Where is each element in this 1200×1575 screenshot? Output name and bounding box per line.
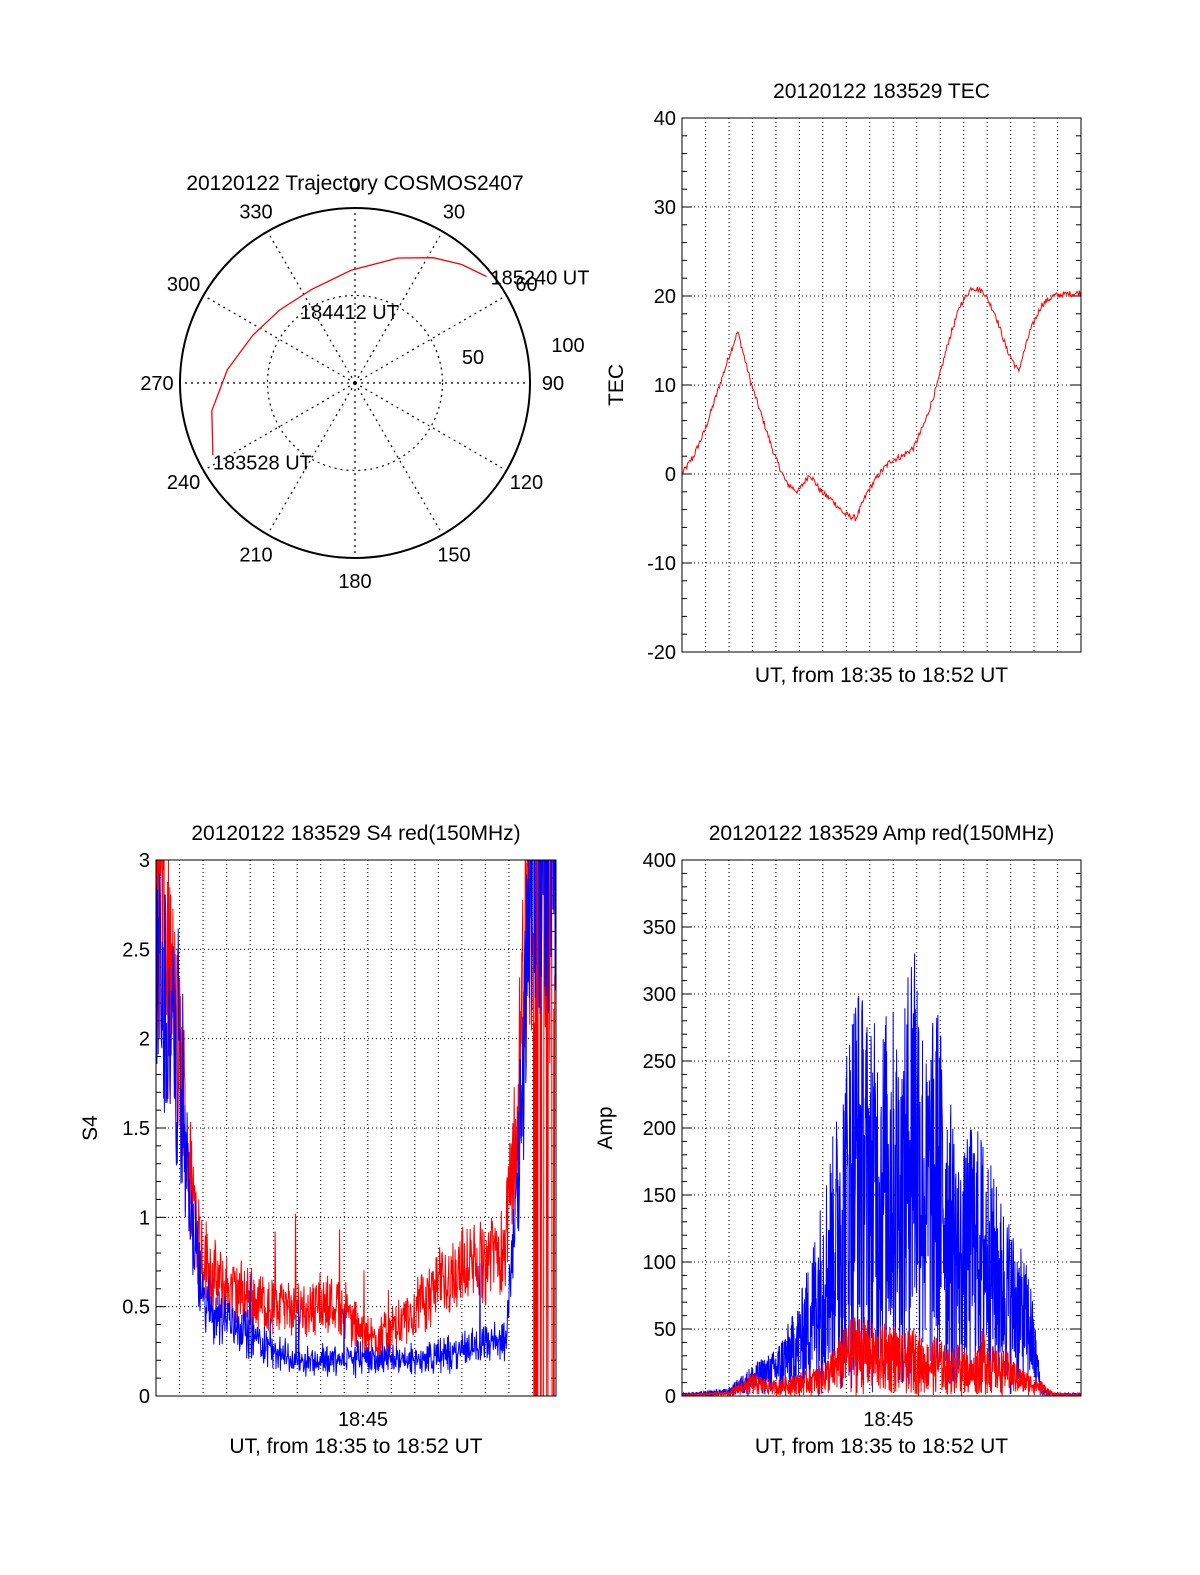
y-tick-label: 0 [665,464,676,486]
azimuth-label: 60 [515,274,537,296]
y-axis-label: Amp [594,1106,617,1149]
polar-spoke [266,231,356,384]
annotation-end-time: 185240 UT [490,268,589,290]
y-tick-label: -20 [647,642,676,664]
azimuth-label: 120 [510,472,543,494]
series-line-2 [682,1316,1081,1396]
azimuth-label: 30 [443,202,465,224]
y-tick-label: 0.5 [122,1297,150,1319]
azimuth-label: 240 [167,472,200,494]
x-tick-label: 18:45 [863,1409,913,1431]
x-axis-label: UT, from 18:35 to 18:52 UT [755,1435,1008,1458]
azimuth-label: 180 [338,571,371,593]
y-tick-label: 2 [139,1029,150,1051]
azimuth-label: 300 [167,274,200,296]
azimuth-label: 330 [239,202,272,224]
azimuth-label: 90 [542,373,564,395]
y-tick-label: 2.5 [122,939,150,961]
polar-spoke [354,382,507,472]
polar-spoke [203,294,356,384]
y-tick-label: 250 [643,1051,676,1073]
azimuth-label: 150 [437,544,470,566]
chart-amp: 0 50 100 150 200 250 300 350 400 18:45 20120122 18… [594,822,1082,1458]
y-tick-label: 50 [654,1319,676,1341]
polar-spoke [266,382,356,535]
y-tick-label: 300 [643,984,676,1006]
azimuth-label: 270 [140,373,173,395]
series-line-2 [156,860,556,1378]
y-tick-label: 100 [643,1252,676,1274]
y-tick-label: 3 [139,850,150,872]
y-axis-label: S4 [79,1115,102,1141]
y-tick-label: 150 [643,1185,676,1207]
x-axis-label: UT, from 18:35 to 18:52 UT [755,664,1008,687]
plot-frame [155,859,557,1397]
y-tick-label: 1 [139,1207,150,1229]
polar-spoke [354,382,444,535]
polar-ring [266,294,444,472]
series-group [156,860,556,1396]
x-axis-label: UT, from 18:35 to 18:52 UT [229,1435,482,1458]
chart-title: 20120122 183529 S4 red(150MHz) [191,822,520,845]
plot-frame [681,117,1082,653]
series-group [682,953,1081,1396]
trajectory-track [211,257,487,456]
range-label: 100 [551,335,584,357]
series-line-1 [682,953,1081,1396]
chart-title: 20120122 183529 TEC [773,80,990,103]
y-tick-label: 0 [665,1386,676,1408]
polar-spoke [203,382,356,472]
series-line-1 [682,286,1081,522]
y-tick-label: 40 [654,108,676,130]
series-group [682,286,1081,522]
y-tick-label: 10 [654,375,676,397]
y-tick-label: 400 [643,850,676,872]
y-tick-label: 200 [643,1118,676,1140]
polar-spoke [354,231,444,384]
y-tick-label: 30 [654,197,676,219]
series-line-1 [156,860,556,1396]
y-tick-label: 20 [654,286,676,308]
chart-title: 20120122 Trajectory COSMOS2407 [186,172,523,195]
polar-spoke [354,294,507,384]
y-tick-label: 350 [643,917,676,939]
chart-s4: 0 0.5 1 1.5 2 2.5 3 18:45 20120122 183529 S4 red… [79,822,557,1458]
polar-outer-circle [179,207,531,559]
y-tick-label: -10 [647,553,676,575]
y-axis-label: TEC [605,364,628,406]
chart-title: 20120122 183529 Amp red(150MHz) [709,822,1055,845]
y-tick-label: 0 [139,1386,150,1408]
annotation-start-time: 183528 UT [213,452,312,474]
plot-frame [681,859,1082,1397]
annotation-mid-time: 184412 UT [300,302,399,324]
azimuth-label: 0 [349,175,360,197]
chart-tec: -20 -10 0 10 20 30 40 20120122 183529 TEC UT, fr… [605,80,1082,687]
azimuth-label: 210 [239,544,272,566]
x-tick-label: 18:45 [338,1409,388,1431]
y-tick-label: 1.5 [122,1118,150,1140]
chart-trajectory: 0 30 60 90 120 150 180 210 240 270 300 330 50 100 1852… [140,172,589,593]
range-label: 50 [462,347,484,369]
